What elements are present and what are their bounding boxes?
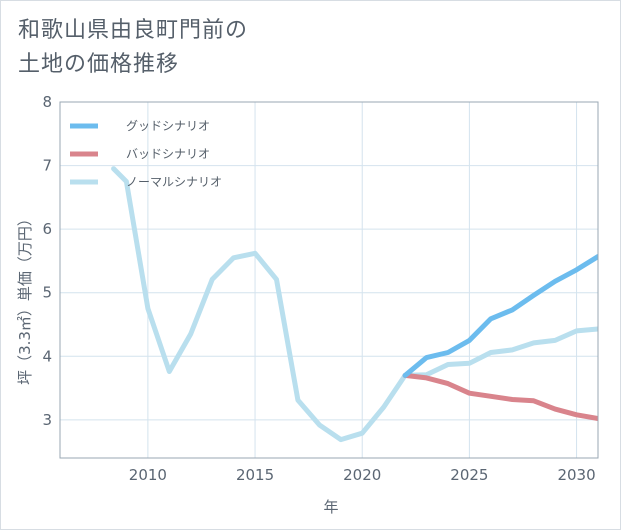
series-line-1 [402, 372, 598, 422]
y-tick-label-4: 4 [42, 347, 52, 365]
series-lines [111, 166, 598, 443]
chart-title-line-1: 和歌山県由良町門前の [18, 18, 249, 43]
y-tick-label-6: 6 [42, 220, 52, 238]
x-tick-label-2015: 2015 [236, 466, 274, 484]
legend-label-2: ノーマルシナリオ [126, 175, 222, 189]
x-tick-label-2020: 2020 [343, 466, 381, 484]
plot-frame [59, 101, 599, 459]
chart-title: 和歌山県由良町門前の 土地の価格推移 [18, 14, 248, 82]
axes: 2010 2015 2020 2025 2030 3 4 5 6 7 8 [42, 93, 599, 484]
legend-label-0: グッドシナリオ [126, 119, 210, 133]
series-line-2 [111, 166, 598, 443]
chart-title-line-2: 土地の価格推移 [18, 52, 180, 77]
legend-label-1: バッドシナリオ [126, 147, 210, 161]
series-line-0 [402, 254, 598, 378]
y-tick-label-5: 5 [42, 284, 52, 302]
x-tick-label-2030: 2030 [557, 466, 595, 484]
y-tick-label-8: 8 [42, 93, 52, 111]
x-axis-title: 年 [323, 498, 338, 516]
x-tick-label-2010: 2010 [129, 466, 167, 484]
y-tick-label-3: 3 [42, 411, 52, 429]
y-axis-title: 坪（3.3㎡）単価（万円） [16, 211, 34, 385]
grid-lines [60, 101, 598, 458]
x-tick-label-2025: 2025 [450, 466, 488, 484]
y-tick-label-7: 7 [42, 157, 52, 175]
